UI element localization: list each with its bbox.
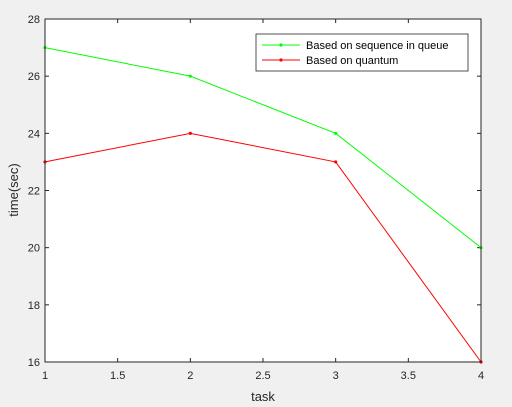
x-tick-label: 1 xyxy=(42,370,48,382)
y-tick-label: 24 xyxy=(28,128,40,140)
series-point-0 xyxy=(188,74,192,78)
y-tick-label: 26 xyxy=(28,71,40,83)
legend-label-0: Based on sequence in queue xyxy=(306,40,449,52)
plot-frame xyxy=(44,18,482,363)
x-tick-label: 3 xyxy=(333,370,339,382)
series-line-1 xyxy=(44,132,482,363)
x-tick-label: 1.5 xyxy=(110,370,125,382)
series-point-0 xyxy=(334,131,338,135)
x-tick-label: 3.5 xyxy=(401,370,416,382)
y-tick-label: 28 xyxy=(28,14,40,26)
y-tick-label: 22 xyxy=(28,186,40,198)
y-axis-label: time(sec) xyxy=(6,163,21,216)
legend-box xyxy=(255,33,469,72)
y-tick-label: 18 xyxy=(28,300,40,312)
series-point-1 xyxy=(188,131,192,135)
legend-label-1: Based on quantum xyxy=(306,55,398,67)
x-tick-label: 2 xyxy=(187,370,193,382)
x-axis-label: task xyxy=(251,389,275,404)
y-tick-label: 16 xyxy=(28,357,40,369)
legend-marker-0 xyxy=(279,43,283,47)
x-tick-label: 4 xyxy=(478,370,484,382)
x-tick-label: 2.5 xyxy=(255,370,270,382)
legend: Based on sequence in queue Based on quant… xyxy=(255,33,469,72)
series-line-0 xyxy=(44,47,482,249)
series-point-1 xyxy=(334,160,338,164)
legend-marker-1 xyxy=(279,58,283,62)
y-tick-label: 20 xyxy=(28,243,40,255)
